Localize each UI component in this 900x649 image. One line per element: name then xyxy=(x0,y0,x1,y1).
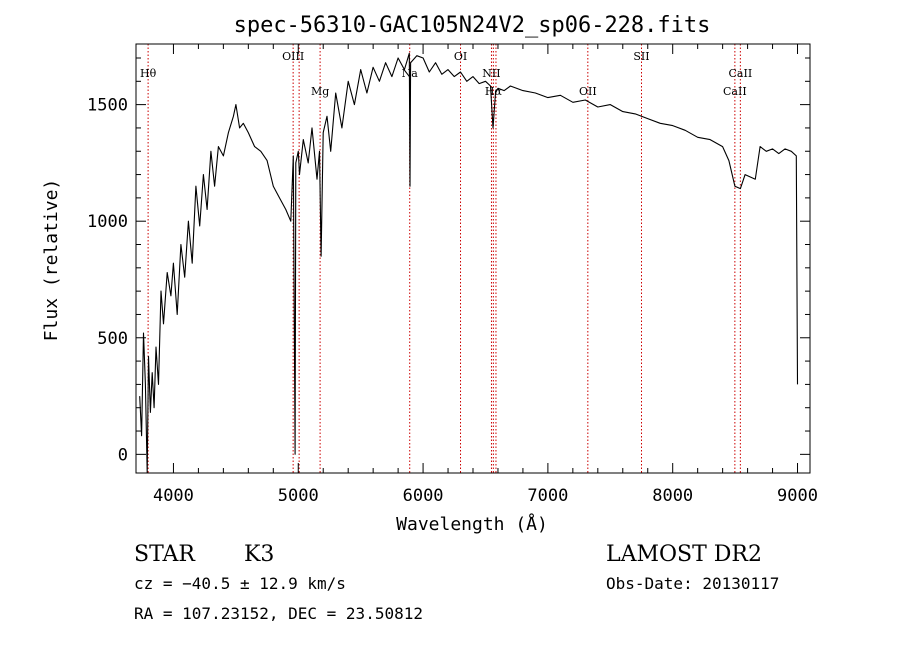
x-tick-label: 7000 xyxy=(527,486,568,506)
x-axis-ticks: 4000 5000 6000 7000 8000 9000 xyxy=(153,44,818,506)
spectral-line-markers xyxy=(147,44,741,473)
y-axis-label: Flux (relative) xyxy=(41,179,62,342)
y-tick-label: 500 xyxy=(97,329,128,349)
coordinates: RA = 107.23152, DEC = 23.50812 xyxy=(134,604,423,623)
y-axis-ticks: 0 500 1000 1500 xyxy=(87,57,810,465)
plot-frame xyxy=(135,43,811,474)
observation-date: Obs-Date: 20130117 xyxy=(606,574,779,593)
chart-title: spec-56310-GAC105N24V2_sp06-228.fits xyxy=(234,13,711,38)
line-label-10: SII xyxy=(633,50,649,63)
line-label-12: CaII xyxy=(729,67,753,80)
redshift-value: cz = −40.5 ± 12.9 km/s xyxy=(134,574,346,593)
line-label-3: Mg xyxy=(311,85,329,98)
x-tick-label: 5000 xyxy=(278,486,319,506)
line-label-0: Hθ xyxy=(140,67,157,80)
x-tick-label: 6000 xyxy=(403,486,444,506)
line-label-5: OI xyxy=(454,50,467,63)
y-tick-label: 0 xyxy=(118,445,128,465)
x-axis-label: Wavelength (Å) xyxy=(396,513,548,535)
line-label-7: Hα xyxy=(485,85,503,98)
object-subclass: K3 xyxy=(244,542,274,567)
line-label-1: OIII xyxy=(282,50,304,63)
y-tick-label: 1000 xyxy=(87,212,128,232)
x-tick-label: 4000 xyxy=(153,486,194,506)
survey-name: LAMOST DR2 xyxy=(606,542,762,567)
line-label-9: OII xyxy=(579,85,597,98)
line-label-6: NII xyxy=(482,67,500,80)
line-label-11: CaII xyxy=(723,85,747,98)
y-tick-label: 1500 xyxy=(87,96,128,116)
x-tick-label: 9000 xyxy=(777,486,818,506)
spectrum-series xyxy=(139,52,799,474)
object-class: STAR xyxy=(134,542,196,567)
x-tick-label: 8000 xyxy=(652,486,693,506)
